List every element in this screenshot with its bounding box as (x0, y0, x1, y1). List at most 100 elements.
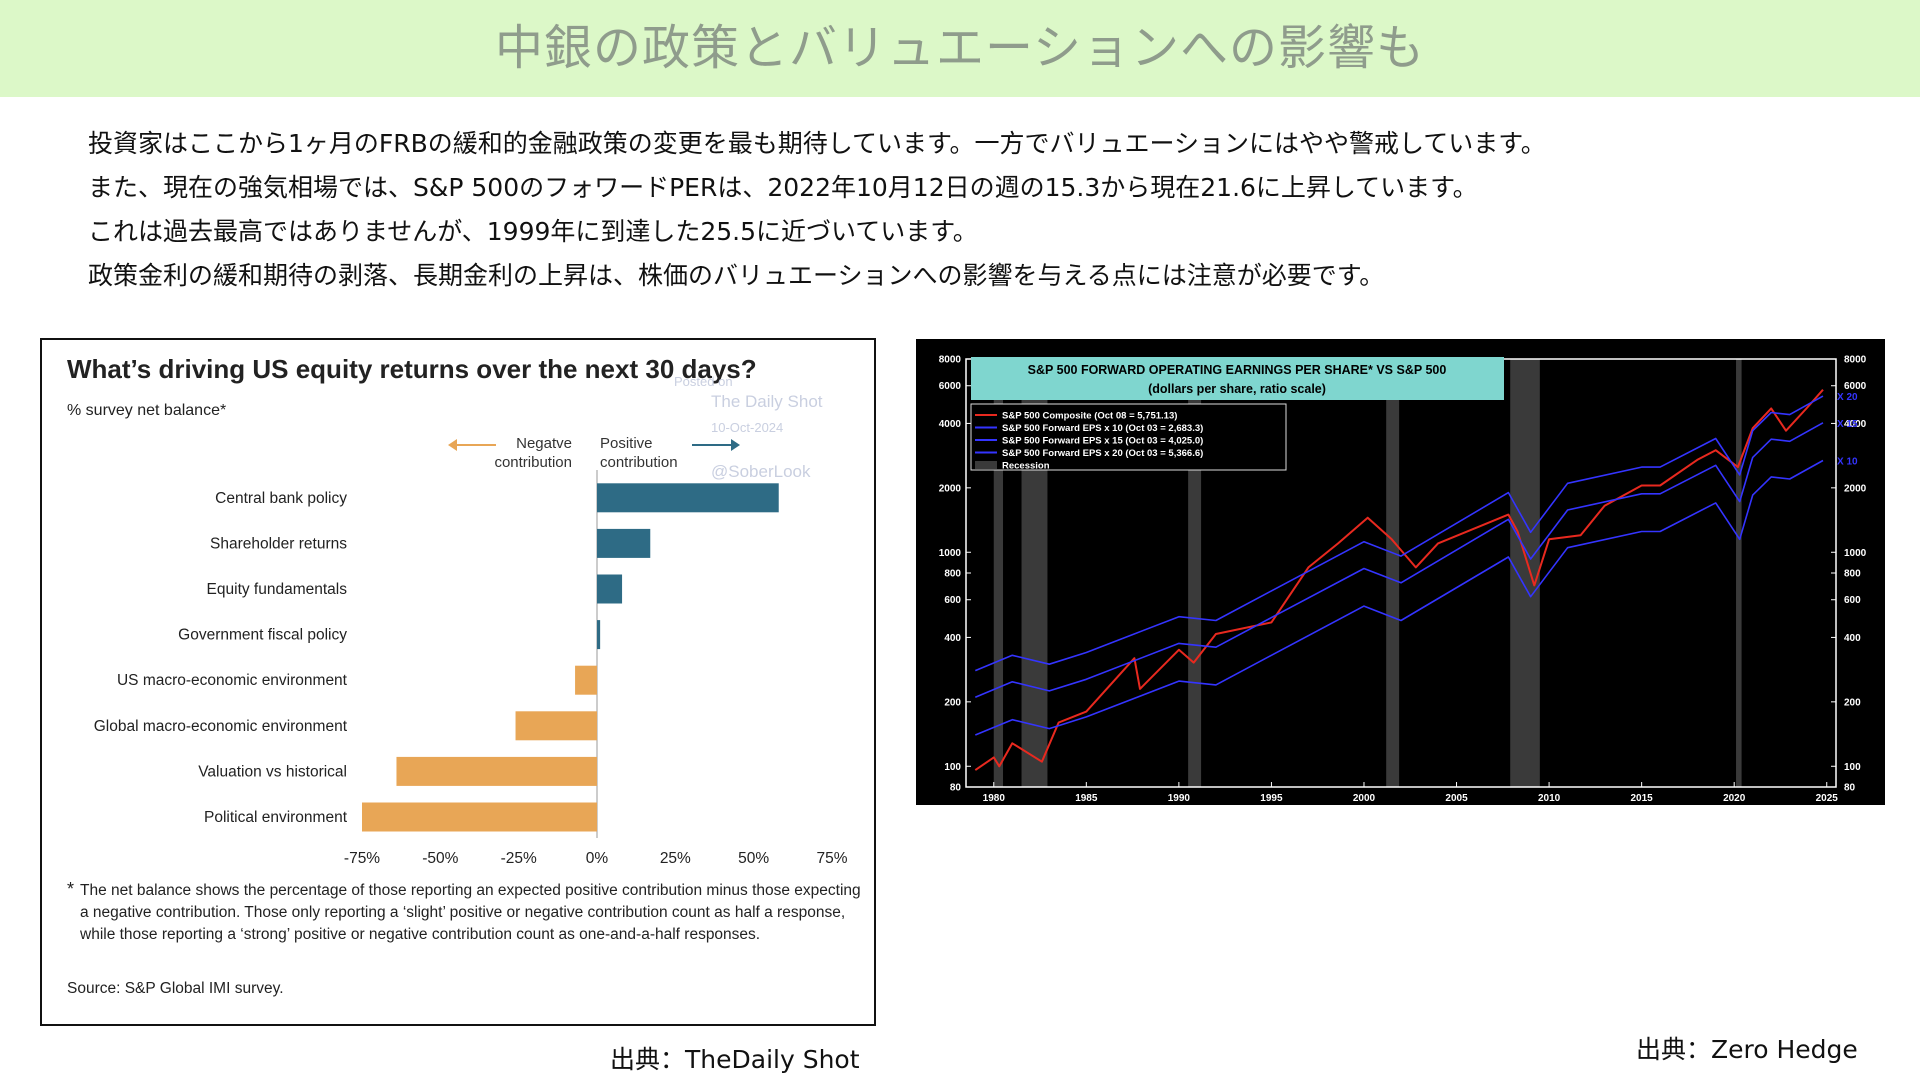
title-box (971, 357, 1504, 400)
x-tick-label: 1995 (1260, 793, 1283, 804)
line-end-tag: X 20 (1837, 392, 1858, 403)
bar (597, 483, 779, 513)
bar (515, 711, 597, 741)
recession-band (993, 359, 1004, 787)
y-tick-label-left: 600 (944, 595, 961, 606)
y-tick-label-left: 1000 (939, 548, 962, 559)
y-tick-label-right: 100 (1844, 762, 1861, 773)
y-tick-label-right: 400 (1844, 633, 1861, 644)
recession-band (1510, 359, 1540, 787)
chart-subtitle: (dollars per share, ratio scale) (1148, 382, 1326, 396)
y-tick-label-left: 100 (944, 762, 961, 773)
watermark-handle: @SoberLook (711, 462, 811, 481)
legend-label: S&P 500 Forward EPS x 15 (Oct 03 = 4,025… (1002, 436, 1203, 447)
footnote-text: The net balance shows the percentage of … (80, 882, 861, 943)
bar-chart-svg: Central bank policy Shareholder returns Eq… (94, 470, 848, 867)
watermark-date: 10-Oct-2024 (711, 420, 784, 435)
y-tick-label-right: 6000 (1844, 381, 1867, 392)
paragraph-1: 投資家はここから1ヶ月のFRBの緩和的金融政策の変更を最も期待しています。一方で… (88, 129, 1546, 158)
x-tick-label: 50% (738, 850, 769, 867)
legend-label: Recession (1002, 461, 1050, 472)
x-tick-label: 2020 (1723, 793, 1746, 804)
title-banner: 中銀の政策とバリュエーションへの影響も (0, 0, 1920, 97)
forward-eps-line (974, 459, 1824, 736)
y-tick-label-left: 400 (944, 633, 961, 644)
legend-swatch (975, 461, 997, 469)
chart-title: What’s driving US equity returns over th… (67, 354, 757, 384)
x-tick-label: 0% (586, 850, 609, 867)
recession-band (1736, 359, 1742, 787)
x-tick-label: 1990 (1168, 793, 1191, 804)
category-label: Equity fundamentals (207, 581, 348, 598)
category-label: Valuation vs historical (198, 763, 347, 780)
bar (575, 665, 597, 695)
category-label: US macro-economic environment (117, 672, 348, 689)
bar (597, 620, 601, 650)
line-end-tag: X 15 (1837, 419, 1858, 430)
y-tick-label-right: 200 (1844, 697, 1861, 708)
positive-arrow-icon (692, 439, 740, 451)
x-tick-label: 1980 (983, 793, 1006, 804)
page-title: 中銀の政策とバリュエーションへの影響も (494, 20, 1426, 76)
y-tick-label-left: 800 (944, 569, 961, 580)
legend-negative: Negatve contribution (494, 435, 572, 471)
x-tick-label: 25% (660, 850, 691, 867)
watermark-posted: Posted on (674, 374, 733, 389)
paragraph-4: 政策金利の緩和期待の剥落、長期金利の上昇は、株価のバリュエーションへの影響を与え… (88, 261, 1385, 290)
x-tick-label: -25% (501, 850, 537, 867)
legend-label: S&P 500 Forward EPS x 10 (Oct 03 = 2,683… (1002, 423, 1203, 434)
footnote: * The net balance shows the percentage o… (67, 879, 867, 946)
legend-label: S&P 500 Composite (Oct 08 = 5,751.13) (1002, 411, 1177, 422)
forward-eps-line (974, 395, 1824, 672)
y-tick-label-right: 2000 (1844, 483, 1867, 494)
paragraph-3: これは過去最高ではありませんが、1999年に到達した25.5に近づいています。 (88, 217, 978, 246)
bar (597, 574, 623, 604)
sp500-eps-chart: 80 80 100 100 200 200 400 400 600 600 800 800 1000 10… (916, 339, 1885, 805)
x-tick-label: 2010 (1538, 793, 1561, 804)
category-label: Political environment (204, 809, 348, 826)
footnote-star: * (67, 879, 75, 899)
paragraph-2: また、現在の強気相場では、S&P 500のフォワードPERは、2022年10月1… (88, 173, 1478, 202)
y-tick-label-left: 8000 (939, 355, 962, 366)
legend-box (970, 403, 1287, 471)
x-tick-label: -75% (344, 850, 380, 867)
bar (597, 528, 651, 558)
negative-arrow-icon (448, 439, 496, 451)
y-tick-label-left: 200 (944, 697, 961, 708)
y-tick-label-right: 600 (1844, 595, 1861, 606)
x-tick-label: 2005 (1445, 793, 1468, 804)
legend-label: S&P 500 Forward EPS x 20 (Oct 03 = 5,366… (1002, 448, 1203, 459)
legend-positive: Positive contribution (600, 435, 678, 471)
chart-title: S&P 500 FORWARD OPERATING EARNINGS PER S… (1028, 363, 1447, 377)
y-tick-label-right: 4000 (1844, 419, 1867, 430)
line-end-tag: X 10 (1837, 457, 1858, 468)
y-tick-label-left: 2000 (939, 483, 962, 494)
bar (362, 802, 597, 832)
category-label: Global macro-economic environment (94, 718, 348, 735)
sp500-composite-line (974, 389, 1824, 771)
y-tick-label-left: 80 (950, 783, 962, 794)
source-left: 出典：TheDaily Shot (610, 1045, 860, 1074)
category-label: Central bank policy (215, 490, 347, 507)
y-tick-label-right: 80 (1844, 783, 1856, 794)
category-label: Government fiscal policy (178, 627, 347, 644)
chart-subtitle: % survey net balance* (67, 402, 227, 419)
equity-drivers-chart: Central bank policy Shareholder returns Eq… (40, 338, 876, 1026)
y-tick-label-left: 6000 (939, 381, 962, 392)
y-tick-label-right: 8000 (1844, 355, 1867, 366)
x-tick-label: 75% (816, 850, 847, 867)
body-text: 投資家はここから1ヶ月のFRBの緩和的金融政策の変更を最も期待しています。一方で… (88, 122, 1888, 298)
y-tick-label-right: 800 (1844, 569, 1861, 580)
x-tick-label: 2025 (1816, 793, 1839, 804)
x-tick-label: 2000 (1353, 793, 1376, 804)
x-tick-label: 2015 (1631, 793, 1654, 804)
recession-band (1386, 359, 1400, 787)
forward-eps-line (974, 422, 1824, 699)
source-right: 出典：Zero Hedge (1636, 1035, 1858, 1064)
x-tick-label: 1985 (1075, 793, 1098, 804)
watermark-site: The Daily Shot (711, 392, 823, 411)
y-tick-label-left: 4000 (939, 419, 962, 430)
line-chart-svg: 80 80 100 100 200 200 400 400 600 600 800 800 1000 10… (939, 355, 1867, 805)
y-tick-label-right: 1000 (1844, 548, 1867, 559)
category-label: Shareholder returns (210, 535, 347, 552)
